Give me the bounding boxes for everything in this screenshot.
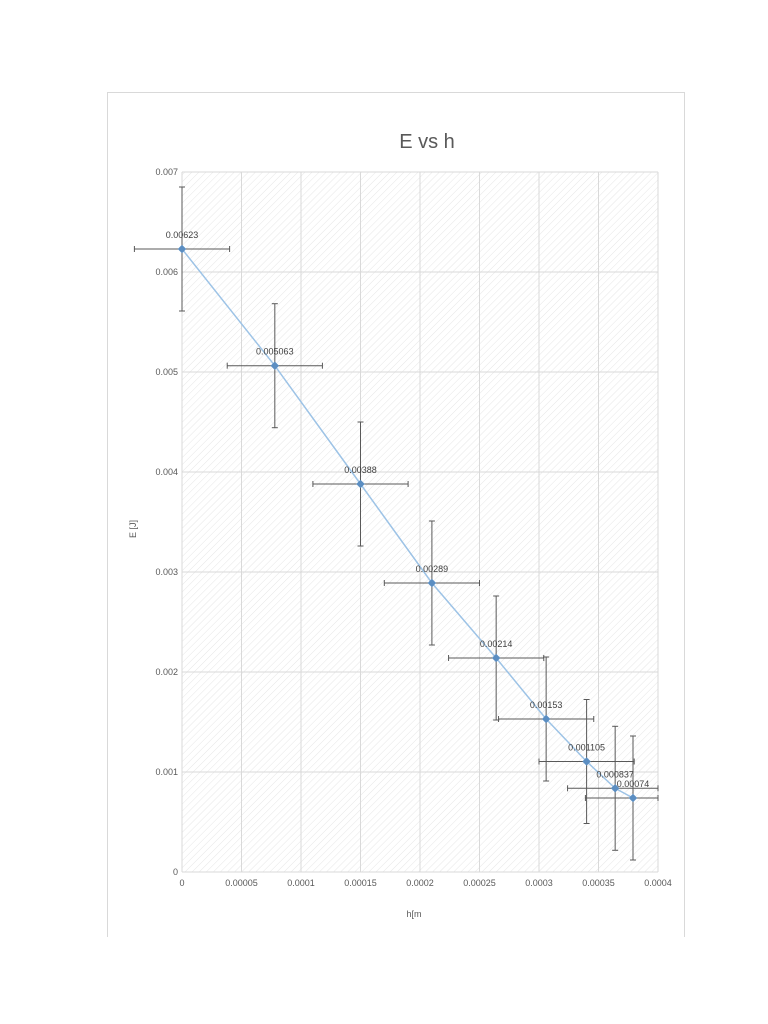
- axis-ticks: 0 0.001 0.002 0.003 0.004 0.005 0.006 0.007 0 0.0…: [155, 167, 671, 888]
- data-point: [356, 479, 365, 489]
- data-label: 0.00214: [480, 639, 513, 649]
- data-points: [177, 244, 638, 803]
- data-point: [628, 793, 638, 803]
- data-label: 0.00623: [166, 230, 199, 240]
- data-label: 0.001105: [568, 743, 605, 753]
- y-tick-label: 0.004: [155, 467, 178, 477]
- y-tick-label: 0.005: [155, 367, 178, 377]
- x-axis-title: h[m: [406, 909, 421, 919]
- y-tick-label: 0.002: [155, 667, 178, 677]
- y-tick-label: 0.006: [155, 267, 178, 277]
- x-tick-label: 0: [179, 878, 184, 888]
- data-point: [427, 578, 437, 588]
- y-axis-title: E [J]: [128, 520, 138, 538]
- data-point: [270, 361, 280, 370]
- data-label: 0.005063: [256, 347, 294, 357]
- x-tick-label: 0.0004: [644, 878, 672, 888]
- y-tick-label: 0.007: [155, 167, 178, 177]
- data-label: 0.00388: [344, 465, 377, 475]
- data-label: 0.00074: [617, 779, 650, 789]
- data-point: [582, 757, 591, 766]
- x-tick-label: 0.0001: [287, 878, 315, 888]
- data-label: 0.000837: [596, 769, 634, 779]
- data-point: [491, 653, 501, 663]
- x-tick-label: 0.00025: [463, 878, 496, 888]
- data-labels: 0.00623 0.005063 0.00388 0.00289 0.00214 0.00…: [166, 230, 650, 789]
- chart-title: E vs h: [399, 131, 455, 153]
- data-label: 0.00153: [530, 700, 563, 710]
- x-tick-label: 0.00005: [225, 878, 258, 888]
- data-point: [610, 784, 620, 793]
- y-tick-label: 0.001: [155, 767, 178, 777]
- x-tick-label: 0.0002: [406, 878, 434, 888]
- x-tick-label: 0.0003: [525, 878, 553, 888]
- data-label: 0.00289: [416, 564, 449, 574]
- data-point: [177, 244, 187, 254]
- y-tick-label: 0.003: [155, 567, 178, 577]
- chart-frame: 0 0.001 0.002 0.003 0.004 0.005 0.006 0.007 0 0.0…: [107, 92, 685, 937]
- chart-svg: 0 0.001 0.002 0.003 0.004 0.005 0.006 0.007 0 0.0…: [128, 131, 672, 919]
- x-tick-label: 0.00015: [344, 878, 377, 888]
- x-tick-label: 0.00035: [582, 878, 615, 888]
- y-tick-label: 0: [173, 867, 178, 877]
